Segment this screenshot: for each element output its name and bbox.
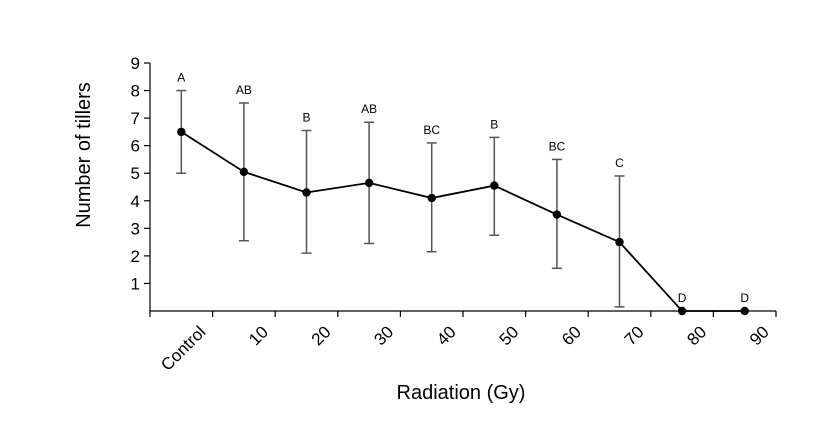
y-axis-title: Number of tillers xyxy=(73,82,95,228)
significance-label: AB xyxy=(236,83,252,97)
significance-label: BC xyxy=(549,139,566,153)
data-point xyxy=(615,237,624,247)
data-point xyxy=(427,193,436,203)
series-line xyxy=(180,131,745,312)
x-tick-label: 20 xyxy=(308,322,335,349)
x-tick-label: 60 xyxy=(558,322,585,349)
series-line-path xyxy=(180,131,745,312)
data-point xyxy=(177,127,186,137)
x-tick-label: 40 xyxy=(433,322,460,349)
data-point xyxy=(552,210,562,219)
x-axis: Control 10 20 30 40 50 60 70 80 90 xyxy=(149,310,777,375)
significance-label: BC xyxy=(423,123,440,137)
y-tick-label: 1 xyxy=(131,274,140,293)
data-point xyxy=(239,167,249,177)
y-tick-label: 6 xyxy=(131,137,140,156)
y-axis: 1 2 3 4 5 6 7 8 9 xyxy=(131,54,151,311)
y-tick-label: 5 xyxy=(131,164,140,183)
significance-label: B xyxy=(490,117,498,131)
significance-label: A xyxy=(177,71,185,85)
data-point xyxy=(490,181,499,190)
x-tick-label: 80 xyxy=(683,322,710,349)
x-axis-title: Radiation (Gy) xyxy=(397,382,526,404)
x-tick-label: 70 xyxy=(621,322,648,349)
significance-label: C xyxy=(615,156,624,170)
error-bars xyxy=(176,89,625,308)
x-tick-label: 50 xyxy=(496,322,523,349)
significance-labels: A AB B AB BC B BC C D D xyxy=(177,71,749,305)
data-point xyxy=(364,178,374,188)
y-tick-label: 3 xyxy=(131,219,140,238)
x-tick-label: 10 xyxy=(245,322,272,349)
x-tick-label: 30 xyxy=(370,322,397,349)
significance-label: AB xyxy=(361,102,377,116)
y-tick-label: 4 xyxy=(131,192,140,211)
x-tick-label: 90 xyxy=(746,322,773,349)
y-tick-label: 9 xyxy=(131,54,140,73)
y-tick-label: 8 xyxy=(131,82,140,101)
significance-label: D xyxy=(678,291,687,305)
y-tick-label: 7 xyxy=(131,109,140,128)
data-point xyxy=(740,306,749,316)
x-tick-label: Control xyxy=(157,322,209,374)
data-points xyxy=(177,127,749,316)
data-point xyxy=(302,188,311,197)
y-tick-label: 2 xyxy=(131,247,140,266)
data-point xyxy=(677,306,687,316)
significance-label: B xyxy=(302,111,310,125)
significance-label: D xyxy=(740,291,749,305)
